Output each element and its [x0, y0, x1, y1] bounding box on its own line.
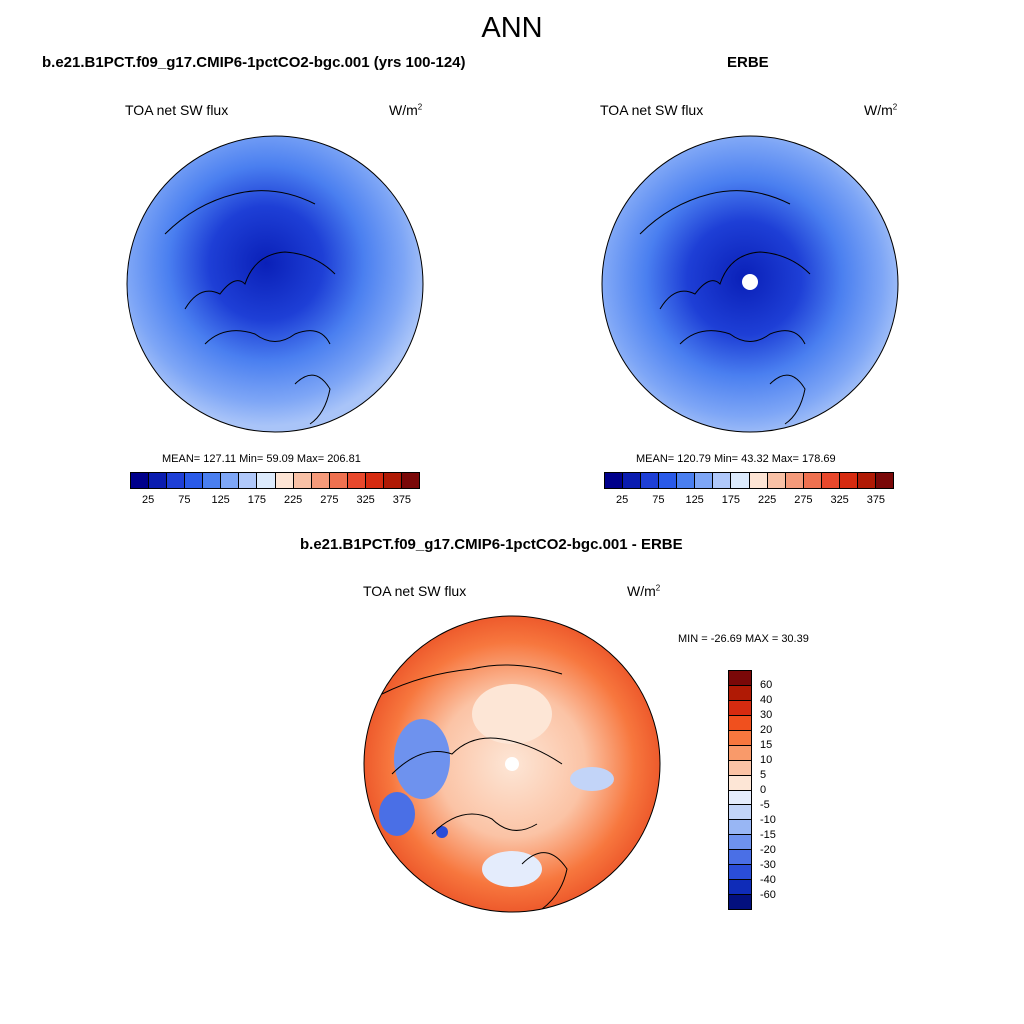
panel2-variable-label: TOA net SW flux — [600, 102, 704, 118]
colorbar-swatch — [729, 715, 751, 731]
colorbar-tick-label: 375 — [866, 494, 886, 506]
panel3-title: b.e21.B1PCT.f09_g17.CMIP6-1pctCO2-bgc.00… — [300, 536, 683, 553]
colorbar-tick-label: 325 — [830, 494, 849, 506]
colorbar-tick-label: -60 — [760, 889, 776, 901]
colorbar-swatch — [857, 473, 876, 488]
panel2-colorbar — [604, 472, 894, 489]
colorbar-swatch — [729, 790, 751, 806]
colorbar-tick-label: -5 — [760, 799, 770, 811]
colorbar-tick-label: 40 — [760, 694, 773, 706]
colorbar-tick-label: 375 — [392, 494, 412, 506]
colorbar-tick-label: -10 — [760, 814, 776, 826]
panel1-colorbar — [130, 472, 420, 489]
panel1-polar-map — [126, 135, 424, 433]
colorbar-tick-label: -20 — [760, 844, 776, 856]
colorbar-swatch — [729, 835, 751, 851]
colorbar-swatch — [729, 745, 751, 761]
colorbar-swatch — [659, 473, 678, 488]
colorbar-swatch — [785, 473, 804, 488]
colorbar-swatch — [729, 895, 751, 909]
colorbar-swatch — [641, 473, 660, 488]
panel3-stats: MIN = -26.69 MAX = 30.39 — [678, 633, 809, 645]
colorbar-swatch — [729, 850, 751, 866]
colorbar-tick-label: 125 — [685, 494, 704, 506]
panel1-units: W/m2 — [389, 102, 423, 118]
panel1-variable-label: TOA net SW flux — [125, 102, 229, 118]
colorbar-swatch — [729, 880, 751, 896]
colorbar-tick-label: 225 — [757, 494, 777, 506]
colorbar-tick-label: 125 — [211, 494, 230, 506]
colorbar-swatch — [729, 730, 751, 746]
panel2-title: ERBE — [727, 54, 769, 71]
panel1-title: b.e21.B1PCT.f09_g17.CMIP6-1pctCO2-bgc.00… — [42, 54, 466, 71]
panel3-units: W/m2 — [627, 583, 661, 599]
colorbar-tick-label: 10 — [760, 754, 773, 766]
colorbar-swatch — [821, 473, 840, 488]
colorbar-swatch — [293, 473, 312, 488]
panel3-polar-diff-map — [363, 615, 661, 913]
colorbar-tick-label: 15 — [760, 739, 773, 751]
colorbar-tick-label: 25 — [616, 494, 629, 506]
colorbar-tick-label: 175 — [721, 494, 741, 506]
colorbar-swatch — [729, 775, 751, 791]
colorbar-swatch — [729, 700, 751, 716]
colorbar-swatch — [767, 473, 786, 488]
panel2-stats: MEAN= 120.79 Min= 43.32 Max= 178.69 — [636, 453, 836, 465]
colorbar-swatch — [311, 473, 330, 488]
colorbar-swatch — [131, 473, 150, 488]
colorbar-swatch — [383, 473, 402, 488]
colorbar-swatch — [803, 473, 822, 488]
panel2-polar-map — [601, 135, 899, 433]
figure-title: ANN — [481, 12, 543, 44]
colorbar-swatch — [713, 473, 732, 488]
colorbar-swatch — [749, 473, 768, 488]
colorbar-tick-label: -40 — [760, 874, 776, 886]
colorbar-tick-label: 275 — [794, 494, 813, 506]
panel1-stats: MEAN= 127.11 Min= 59.09 Max= 206.81 — [162, 453, 361, 465]
colorbar-tick-label: 275 — [320, 494, 339, 506]
colorbar-tick-label: 75 — [652, 494, 665, 506]
panel3-colorbar — [728, 670, 752, 910]
colorbar-swatch — [275, 473, 294, 488]
colorbar-swatch — [729, 820, 751, 836]
colorbar-swatch — [605, 473, 624, 488]
colorbar-swatch — [729, 671, 751, 686]
colorbar-swatch — [365, 473, 384, 488]
colorbar-swatch — [401, 473, 419, 488]
colorbar-swatch — [347, 473, 366, 488]
colorbar-swatch — [677, 473, 696, 488]
colorbar-swatch — [221, 473, 240, 488]
colorbar-tick-label: 20 — [760, 724, 773, 736]
colorbar-swatch — [731, 473, 750, 488]
colorbar-tick-label: 30 — [760, 709, 773, 721]
colorbar-swatch — [149, 473, 168, 488]
colorbar-tick-label: 75 — [178, 494, 191, 506]
colorbar-swatch — [729, 760, 751, 776]
colorbar-swatch — [729, 685, 751, 701]
colorbar-swatch — [203, 473, 222, 488]
colorbar-tick-label: 225 — [283, 494, 303, 506]
colorbar-swatch — [167, 473, 186, 488]
panel3-variable-label: TOA net SW flux — [363, 583, 467, 599]
colorbar-swatch — [839, 473, 858, 488]
colorbar-swatch — [695, 473, 714, 488]
colorbar-tick-label: 60 — [760, 679, 773, 691]
colorbar-tick-label: 175 — [247, 494, 267, 506]
colorbar-tick-label: 5 — [760, 769, 767, 781]
colorbar-tick-label: 0 — [760, 784, 767, 796]
colorbar-swatch — [185, 473, 204, 488]
colorbar-swatch — [239, 473, 258, 488]
colorbar-tick-label: 325 — [356, 494, 375, 506]
colorbar-swatch — [729, 805, 751, 821]
colorbar-tick-label: -30 — [760, 859, 776, 871]
colorbar-swatch — [257, 473, 276, 488]
colorbar-tick-label: 25 — [142, 494, 155, 506]
panel2-units: W/m2 — [864, 102, 898, 118]
colorbar-tick-label: -15 — [760, 829, 776, 841]
colorbar-swatch — [623, 473, 642, 488]
colorbar-swatch — [875, 473, 893, 488]
colorbar-swatch — [729, 865, 751, 881]
colorbar-swatch — [329, 473, 348, 488]
